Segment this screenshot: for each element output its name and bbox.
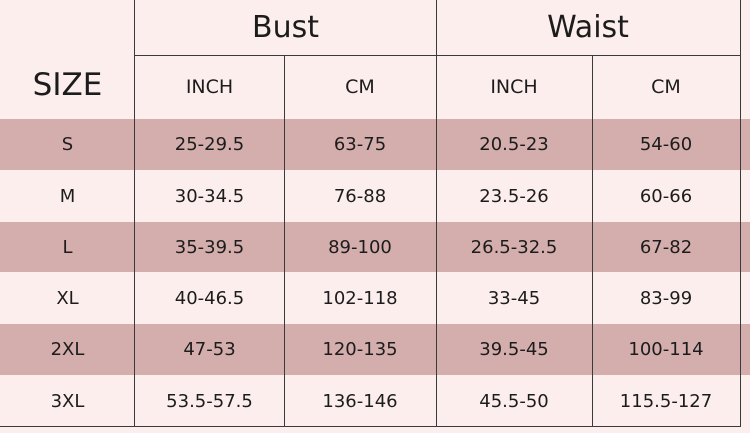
bust-group-header: Bust xyxy=(252,10,319,45)
table-row: 3XL 53.5-57.5 136-146 45.5-50 115.5-127 xyxy=(0,375,750,427)
waist-inch-header: INCH xyxy=(490,76,538,98)
bust-inch-cell: 35-39.5 xyxy=(174,236,245,258)
group-header-row: Bust Waist xyxy=(0,0,750,55)
grid-divider-bust-mid xyxy=(284,55,285,427)
bust-cm-cell: 102-118 xyxy=(322,287,398,309)
waist-cm-cell: 60-66 xyxy=(639,185,693,207)
waist-inch-cell: 33-45 xyxy=(487,287,541,309)
bust-cm-cell: 120-135 xyxy=(322,339,398,360)
waist-group-header: Waist xyxy=(547,10,629,45)
table-row: 2XL 47-53 120-135 39.5-45 100-114 xyxy=(0,324,750,375)
bust-cm-cell: 89-100 xyxy=(328,236,392,258)
size-cell: 2XL xyxy=(50,339,85,360)
waist-cm-cell: 100-114 xyxy=(628,339,704,360)
grid-divider-waist-mid xyxy=(592,55,593,427)
grid-divider-size xyxy=(134,0,135,427)
waist-inch-cell: 45.5-50 xyxy=(479,390,549,412)
bust-inch-cell: 25-29.5 xyxy=(174,134,245,155)
waist-inch-cell: 26.5-32.5 xyxy=(470,236,558,258)
bust-cm-cell: 63-75 xyxy=(333,134,387,155)
table-row: M 30-34.5 76-88 23.5-26 60-66 xyxy=(0,170,750,222)
size-cell: 3XL xyxy=(50,390,85,412)
waist-inch-cell: 39.5-45 xyxy=(479,339,549,360)
bust-inch-header: INCH xyxy=(185,76,234,98)
waist-inch-cell: 23.5-26 xyxy=(479,185,549,207)
unit-header-row: SIZE INCH CM INCH CM xyxy=(0,55,750,119)
grid-divider-header xyxy=(135,55,740,56)
grid-divider-right xyxy=(740,0,741,427)
waist-cm-cell: 83-99 xyxy=(639,287,693,309)
bust-cm-cell: 136-146 xyxy=(322,390,398,412)
bust-inch-cell: 30-34.5 xyxy=(174,185,245,207)
grid-divider-bust-waist xyxy=(436,0,437,427)
waist-cm-cell: 54-60 xyxy=(639,134,693,155)
table-row: L 35-39.5 89-100 26.5-32.5 67-82 xyxy=(0,222,750,272)
bust-inch-cell: 47-53 xyxy=(183,339,236,360)
waist-inch-cell: 20.5-23 xyxy=(479,134,549,155)
size-column-header: SIZE xyxy=(32,67,103,103)
grid-divider-bottom xyxy=(0,426,741,427)
waist-cm-cell: 67-82 xyxy=(639,236,693,258)
bust-inch-cell: 40-46.5 xyxy=(174,287,245,309)
size-cell: XL xyxy=(56,287,79,309)
bust-cm-cell: 76-88 xyxy=(333,185,387,207)
size-cell: M xyxy=(59,185,76,207)
waist-cm-cell: 115.5-127 xyxy=(619,390,713,412)
bust-cm-header: CM xyxy=(345,76,375,98)
table-row: S 25-29.5 63-75 20.5-23 54-60 xyxy=(0,119,750,170)
size-cell: S xyxy=(61,134,74,155)
size-cell: L xyxy=(62,236,73,258)
bust-inch-cell: 53.5-57.5 xyxy=(166,390,253,412)
table-row: XL 40-46.5 102-118 33-45 83-99 xyxy=(0,272,750,324)
waist-cm-header: CM xyxy=(651,76,681,98)
